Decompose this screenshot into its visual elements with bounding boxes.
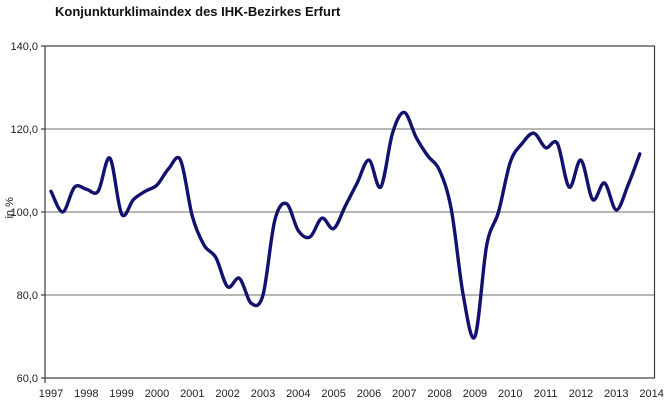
- y-axis-title: in %: [4, 197, 16, 219]
- x-tick-label: 2001: [180, 388, 204, 400]
- x-tick-label: 2000: [145, 388, 169, 400]
- chart-title: Konjunkturklimaindex des IHK-Bezirkes Er…: [55, 4, 341, 19]
- x-tick-label: 2014: [639, 388, 663, 400]
- y-tick-label: 120,0: [10, 124, 38, 136]
- x-tick-label: 2008: [427, 388, 451, 400]
- y-tick-label: 100,0: [10, 207, 38, 219]
- x-tick-label: 2005: [321, 388, 345, 400]
- x-tick-label: 2004: [286, 388, 310, 400]
- y-tick-label: 140,0: [10, 41, 38, 53]
- x-tick-label: 2002: [215, 388, 239, 400]
- x-tick-label: 1998: [74, 388, 98, 400]
- x-tick-label: 2003: [251, 388, 275, 400]
- x-tick-label: 2013: [604, 388, 628, 400]
- y-tick-label: 80,0: [17, 290, 38, 302]
- x-tick-label: 2012: [569, 388, 593, 400]
- x-tick-label: 2006: [357, 388, 381, 400]
- x-tick-label: 2007: [392, 388, 416, 400]
- data-line: [49, 110, 642, 340]
- y-tick-label: 60,0: [17, 373, 38, 385]
- x-tick-label: 2011: [534, 388, 558, 400]
- x-tick-label: 2009: [463, 388, 487, 400]
- x-tick-label: 1999: [109, 388, 133, 400]
- x-tick-label: 2010: [498, 388, 522, 400]
- x-tick-label: 1997: [39, 388, 63, 400]
